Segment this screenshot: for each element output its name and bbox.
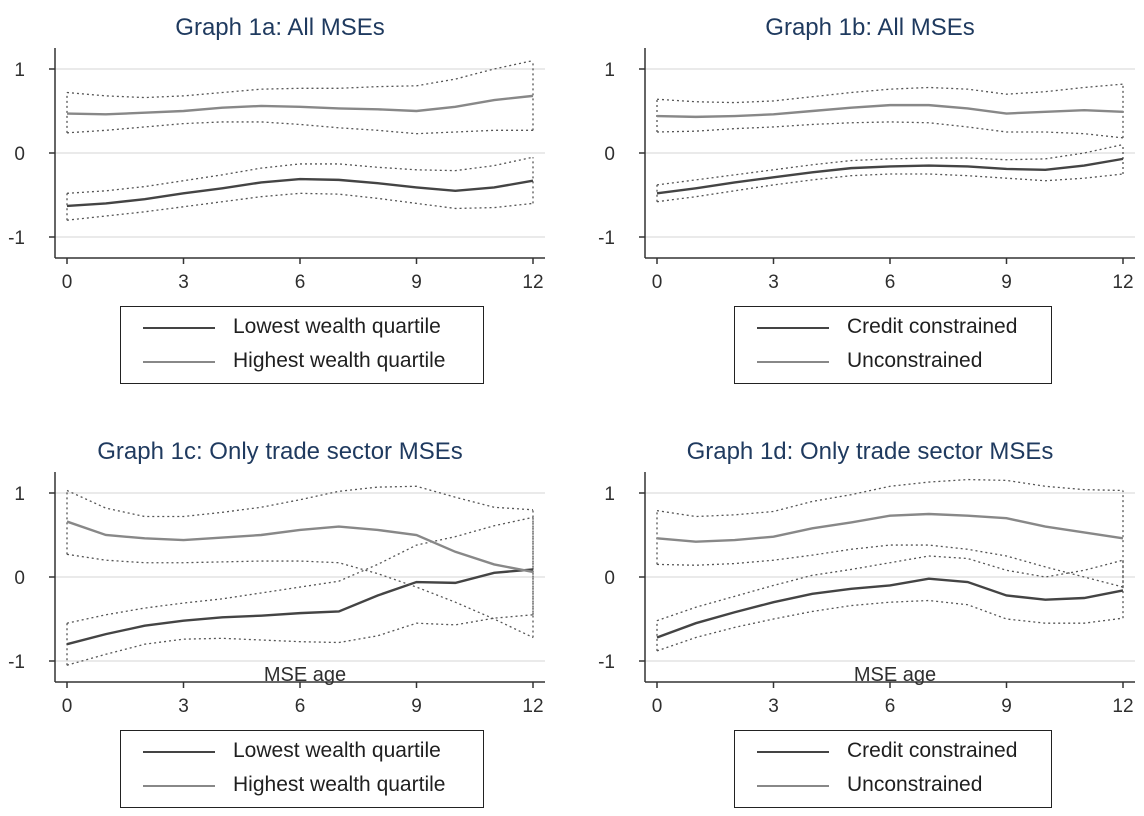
series-line	[66, 177, 534, 208]
ci-band-line	[656, 173, 1124, 203]
plot-area: -1 0 1 0 3 6 9 12	[598, 472, 1135, 717]
ci-band-line	[656, 555, 1124, 622]
series-line	[656, 577, 1124, 639]
legend-item: Lowest wealth quartile	[121, 735, 483, 769]
x-tick-label: 9	[1001, 272, 1012, 293]
x-tick-label: 3	[178, 696, 189, 717]
plot-area: -1 0 1 0 3 6 9 12	[8, 48, 545, 293]
ci-band-line	[656, 121, 1124, 139]
y-tick-label: 1	[604, 484, 615, 505]
y-tick-label: 0	[604, 568, 615, 589]
y-tick-label: 0	[14, 144, 25, 165]
x-tick-label: 12	[1112, 696, 1133, 717]
legend-item: Highest wealth quartile	[121, 769, 483, 803]
legend-label: Credit constrained	[847, 739, 1018, 762]
y-tick-label: -1	[598, 652, 615, 673]
ci-band-line	[66, 121, 533, 135]
ci-band-line	[66, 614, 534, 666]
legend: Lowest wealth quartile Highest wealth qu…	[120, 306, 484, 384]
x-tick-label: 0	[652, 696, 663, 717]
ci-band-line	[656, 599, 1124, 652]
y-tick-label: 0	[14, 568, 25, 589]
panel-graph-1d: Graph 1d: Only trade sector MSEs -1 0 1 0 3 6…	[590, 424, 1144, 816]
legend-item: Credit constrained	[735, 735, 1051, 769]
y-tick-label: -1	[8, 228, 25, 249]
legend-swatch	[143, 751, 215, 753]
x-tick-label: 3	[768, 272, 779, 293]
legend-label: Highest wealth quartile	[233, 349, 446, 372]
legend-label: Lowest wealth quartile	[233, 315, 441, 338]
ci-band-line	[656, 83, 1124, 104]
legend-swatch	[757, 361, 829, 363]
x-tick-label: 0	[62, 696, 73, 717]
y-tick-label: -1	[8, 652, 25, 673]
y-tick-label: 0	[604, 144, 615, 165]
x-tick-label: 0	[62, 272, 73, 293]
chart-title: Graph 1c: Only trade sector MSEs	[97, 438, 463, 465]
series-line	[66, 94, 534, 116]
panel-graph-1a: Graph 1a: All MSEs -1 0 1 0 3 6 9 12 Lowest wea…	[0, 0, 560, 392]
legend-label: Unconstrained	[847, 349, 983, 372]
legend-item: Unconstrained	[735, 345, 1051, 379]
y-tick-label: 1	[14, 484, 25, 505]
series-line	[66, 568, 534, 646]
ci-band-line	[66, 59, 534, 99]
x-tick-label: 12	[522, 696, 543, 717]
legend: Lowest wealth quartile Highest wealth qu…	[120, 730, 484, 808]
plot-area: -1 0 1 0 3 6 9 12	[598, 48, 1135, 293]
x-axis-title: MSE age	[263, 664, 347, 686]
chart-title: Graph 1d: Only trade sector MSEs	[686, 438, 1054, 465]
ci-band-line	[656, 544, 1124, 588]
ci-band-line	[66, 516, 534, 624]
y-tick-label: -1	[598, 228, 615, 249]
series-line	[656, 157, 1124, 195]
y-tick-label: 1	[14, 60, 25, 81]
legend-item: Lowest wealth quartile	[121, 311, 483, 345]
legend-swatch	[757, 327, 829, 329]
x-tick-label: 12	[1112, 272, 1133, 293]
ci-band-line	[656, 478, 1124, 518]
legend-item: Unconstrained	[735, 769, 1051, 803]
ci-band-line	[656, 143, 1124, 186]
x-tick-label: 0	[652, 272, 663, 293]
panel-graph-1b: Graph 1b: All MSEs -1 0 1 0 3 6 9 12 Credit con…	[590, 0, 1144, 392]
legend-item: Credit constrained	[735, 311, 1051, 345]
legend-label: Highest wealth quartile	[233, 773, 446, 796]
ci-band-line	[66, 192, 534, 221]
x-axis-title: MSE age	[853, 664, 937, 686]
plot-area: -1 0 1 0 3 6 9 12	[8, 472, 545, 717]
x-tick-label: 3	[178, 272, 189, 293]
ci-band-line	[66, 485, 534, 518]
legend-label: Lowest wealth quartile	[233, 739, 441, 762]
x-tick-label: 6	[295, 272, 306, 293]
legend-swatch	[143, 361, 215, 363]
legend: Credit constrained Unconstrained	[734, 730, 1052, 808]
series-line	[656, 103, 1124, 119]
x-tick-label: 6	[885, 696, 896, 717]
x-tick-label: 12	[522, 272, 543, 293]
legend-item: Highest wealth quartile	[121, 345, 483, 379]
legend-label: Unconstrained	[847, 773, 983, 796]
legend-swatch	[143, 785, 215, 787]
legend-swatch	[143, 327, 215, 329]
legend-swatch	[757, 751, 829, 753]
chart-title: Graph 1a: All MSEs	[175, 14, 385, 41]
legend-swatch	[757, 785, 829, 787]
panel-graph-1c: Graph 1c: Only trade sector MSEs -1 0 1 0 3 6…	[0, 424, 560, 816]
ci-band-line	[66, 156, 534, 194]
legend: Credit constrained Unconstrained	[734, 306, 1052, 384]
x-tick-label: 9	[411, 272, 422, 293]
x-tick-label: 9	[1001, 696, 1012, 717]
ci-band-line	[66, 553, 534, 639]
series-line	[656, 512, 1124, 543]
chart-title: Graph 1b: All MSEs	[765, 14, 975, 41]
x-tick-label: 6	[295, 696, 306, 717]
x-tick-label: 6	[885, 272, 896, 293]
x-tick-label: 9	[411, 696, 422, 717]
legend-label: Credit constrained	[847, 315, 1018, 338]
x-tick-label: 3	[768, 696, 779, 717]
y-tick-label: 1	[604, 60, 615, 81]
series-line	[66, 520, 534, 574]
